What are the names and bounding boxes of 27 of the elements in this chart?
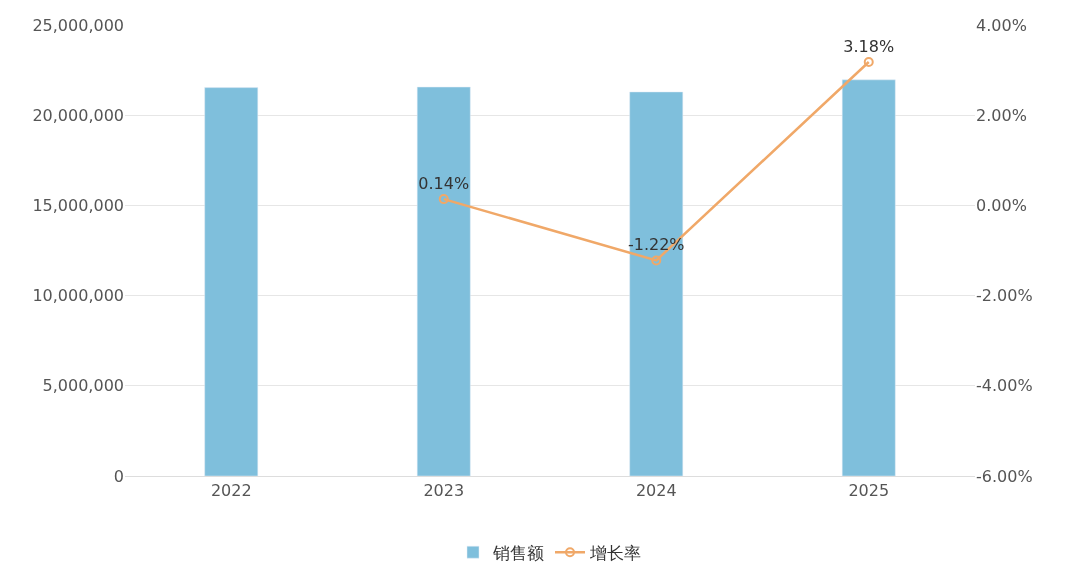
y-tick-label: 20,000,000 [32,105,124,125]
y2-tick-label: 2.00% [976,105,1027,125]
point [651,255,662,266]
x-tick-label: 2024 [635,481,677,501]
x-tick-label: 2022 [210,481,252,501]
y2-tick-label: -2.00% [976,286,1033,306]
y2-tick-label: 0.00% [976,196,1027,215]
legend-label: 销售额 [492,542,544,563]
bar [204,87,259,476]
y2-tick-label: 4.00% [976,15,1027,35]
data-label: 3.18% [843,36,895,56]
y-tick-label: 5,000,000 [42,376,124,396]
data-label: 0.14% [418,174,470,194]
bar [841,79,896,476]
x-tick-label: 2025 [848,481,890,501]
y-tick-label: 0 [113,466,124,486]
y-tick-label: 15,000,000 [32,196,124,215]
bar [416,86,471,476]
point [438,194,449,205]
legend-label: 增长率 [589,542,641,563]
y-tick-label: 25,000,000 [32,15,124,35]
x-tick-label: 2023 [423,481,465,501]
y2-tick-label: -6.00% [976,466,1033,486]
point [863,56,874,67]
y2-tick-label: -4.00% [976,376,1033,396]
y-tick-label: 10,000,000 [32,286,124,306]
bar [629,91,684,476]
